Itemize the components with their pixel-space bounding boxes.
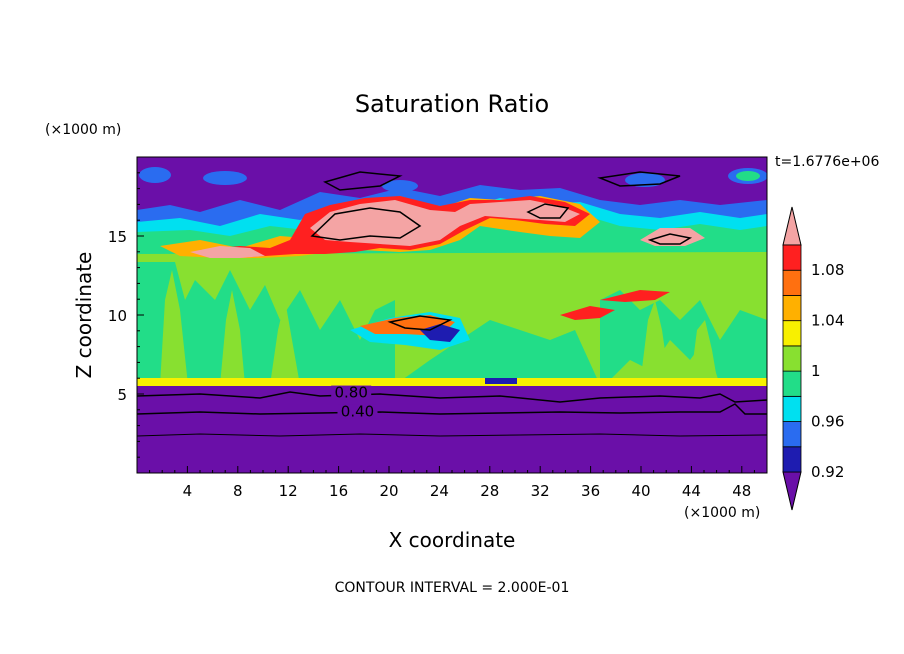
- colorbar-box: [782, 370, 802, 397]
- contour-label: 0.40: [341, 403, 374, 421]
- contour-interval-footer: CONTOUR INTERVAL = 2.000E-01: [335, 580, 570, 596]
- colorbar-tick-label: 1: [811, 362, 821, 380]
- contour-label-bg: [337, 404, 378, 419]
- contour-line: [137, 433, 767, 437]
- colorbar: 1.08 1.04 1 0.96 0.92: [782, 206, 844, 511]
- colorbar-box: [782, 244, 802, 271]
- colorbar-box: [782, 295, 802, 322]
- contour-plot-area: [137, 157, 767, 473]
- cloud-teal-patch: [395, 320, 600, 385]
- cloud-green-pillar: [640, 300, 670, 385]
- mid-moist-blob: [600, 290, 670, 302]
- x-unit-label: (×1000 m): [684, 505, 760, 521]
- base-dark-stripe: [485, 378, 517, 384]
- y-tick-label: 15: [108, 228, 127, 246]
- colorbar-bottom-arrow: [782, 471, 802, 511]
- cloud-base-strip: [137, 378, 767, 386]
- cloud-green-pillar: [160, 270, 188, 385]
- contour-line: [647, 233, 693, 245]
- cloud-teal-patch: [137, 262, 395, 385]
- mid-moist-blob: [560, 306, 615, 320]
- colorbar-box: [782, 395, 802, 422]
- x-tick-label: 48: [732, 482, 751, 500]
- cloud-teal-patch: [600, 290, 767, 385]
- dry-pocket: [203, 171, 247, 185]
- colorbar-box: [782, 421, 802, 448]
- chart-title: Saturation Ratio: [355, 90, 549, 118]
- contour-line: [310, 207, 422, 241]
- cloud-green-pillar: [270, 300, 300, 385]
- contour-label: 0.80: [334, 384, 367, 402]
- dry-pocket: [139, 167, 171, 183]
- contour-line: [387, 315, 453, 331]
- colorbar-box: [782, 320, 802, 347]
- contour-line: [137, 403, 767, 415]
- x-tick-label: 28: [480, 482, 499, 500]
- colorbar-box: [782, 269, 802, 296]
- y-axis-ticks: 5 10 15: [108, 172, 144, 458]
- colorbar-tick-label: 0.96: [811, 413, 844, 431]
- colorbar-tick-label: 1.08: [811, 261, 844, 279]
- mid-moist-blob: [420, 324, 460, 342]
- dry-pocket: [736, 171, 760, 181]
- contour-line: [526, 203, 570, 219]
- y-tick-label: 5: [117, 386, 127, 404]
- x-axis-label: X coordinate: [389, 528, 516, 552]
- upper-moist-band: [640, 228, 705, 246]
- x-tick-label: 4: [183, 482, 193, 500]
- colorbar-box: [782, 345, 802, 372]
- colorbar-tick-label: 0.92: [811, 463, 844, 481]
- x-tick-label: 20: [379, 482, 398, 500]
- upper-moist-band: [190, 246, 265, 258]
- x-tick-label: 12: [279, 482, 298, 500]
- x-tick-label: 24: [430, 482, 449, 500]
- contour-labels: 0.800.40: [331, 384, 378, 421]
- x-tick-label: 8: [233, 482, 243, 500]
- contour-line: [597, 171, 681, 187]
- y-tick-label: 10: [108, 307, 127, 325]
- x-axis-ticks: 4 8 12 16 20 24 28 32 36 40 44 48: [149, 466, 755, 500]
- contour-label-bg: [331, 385, 372, 400]
- contour-line: [137, 391, 767, 403]
- cloud-green-pillar: [690, 320, 718, 385]
- lower-dry-layer: [137, 385, 767, 473]
- y-unit-label: (×1000 m): [45, 122, 121, 138]
- x-tick-label: 16: [329, 482, 348, 500]
- contour-line: [323, 171, 403, 191]
- time-label: t=1.6776e+06: [775, 154, 879, 170]
- dry-pocket: [382, 180, 418, 192]
- x-tick-label: 32: [531, 482, 550, 500]
- x-tick-label: 40: [631, 482, 650, 500]
- cloud-green-pillar: [220, 290, 245, 385]
- x-tick-label: 36: [581, 482, 600, 500]
- colorbar-tick-label: 1.04: [811, 312, 844, 330]
- y-axis-label: Z coordinate: [72, 252, 96, 379]
- colorbar-top-arrow: [782, 206, 802, 246]
- upper-moist-band: [310, 200, 580, 246]
- x-tick-label: 44: [682, 482, 701, 500]
- colorbar-box: [782, 446, 802, 473]
